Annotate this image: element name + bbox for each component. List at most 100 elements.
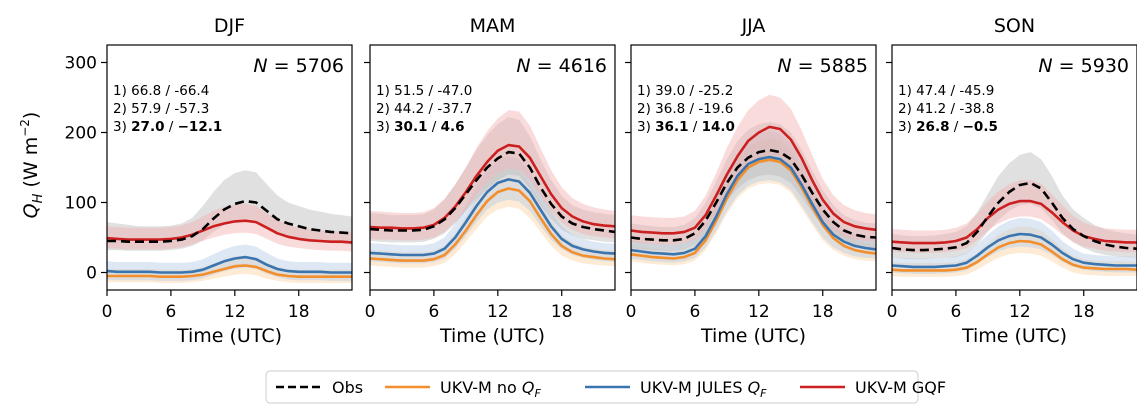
plot-area: [892, 152, 1137, 277]
panel-frame: [106, 44, 353, 291]
legend-label-noqf: UKV-M no QF: [440, 378, 541, 400]
panel-title: JJA: [741, 15, 766, 37]
stat-line-1: 1) 39.0 / -25.2: [637, 83, 733, 99]
plot-area: [631, 94, 876, 266]
band-obs: [370, 117, 615, 243]
legend-item-jules: UKV-M JULES QF: [585, 378, 767, 400]
y-tick-label: 200: [65, 124, 97, 144]
y-tick-label: 300: [65, 54, 97, 74]
y-tick-label: 100: [65, 194, 97, 214]
x-tick-label: 18: [1073, 302, 1095, 322]
line-gqf: [631, 125, 876, 235]
plot-area: [370, 110, 615, 268]
panel-title: MAM: [470, 15, 516, 37]
band-noqf: [370, 168, 615, 268]
legend-label-jules: UKV-M JULES QF: [640, 378, 767, 400]
stat-line-2: 2) 36.8 / -19.6: [637, 101, 733, 117]
line-noqf: [370, 187, 615, 262]
y-label-q: Q: [20, 203, 42, 218]
x-axis-label: Time (UTC): [700, 325, 806, 347]
stat-line-3: 3) 30.1 / 4.6: [376, 119, 465, 135]
stat-line-1: 1) 51.5 / -47.0: [376, 83, 472, 99]
stat-line-2: 2) 44.2 / -37.7: [376, 101, 472, 117]
plot-area: [107, 170, 352, 283]
x-axis-label: Time (UTC): [176, 325, 282, 347]
legend-jules-text: UKV-M JULES: [640, 378, 748, 397]
panel-djf: DJF N = 5706 1) 66.8 / -66.4 2) 57.9 / -57.…: [65, 15, 353, 347]
y-label-q-sub: H: [31, 193, 46, 203]
x-tick-label: 6: [428, 302, 439, 322]
panel-title: DJF: [214, 15, 245, 37]
line-noqf: [631, 158, 876, 260]
legend-noqf-q: Q: [522, 378, 535, 397]
stat-line-3: 3) 27.0 / −12.1: [113, 119, 222, 135]
x-tick-label: 18: [551, 302, 573, 322]
x-tick-label: 12: [748, 302, 770, 322]
n-label: N = 5706: [253, 55, 344, 77]
x-tick-label: 0: [102, 302, 113, 322]
line-noqf: [107, 264, 352, 278]
stat-line-2: 2) 41.2 / -38.8: [898, 101, 994, 117]
legend: Obs UKV-M no QF UKV-M JULES QF UKV-M GQF: [265, 370, 946, 404]
legend-item-gqf: UKV-M GQF: [800, 378, 946, 397]
line-jules: [631, 155, 876, 256]
legend-jules-q-sub: F: [760, 387, 767, 400]
panel-jja: JJA N = 5885 1) 39.0 / -25.2 2) 36.8 / -19.…: [625, 15, 877, 347]
x-tick-label: 18: [288, 302, 310, 322]
band-gqf: [892, 180, 1137, 253]
x-axis-label: Time (UTC): [961, 325, 1067, 347]
line-gqf: [370, 143, 615, 230]
band-gqf: [631, 94, 876, 245]
legend-item-obs: Obs: [276, 378, 363, 397]
panel-frame: [630, 44, 877, 291]
line-jules: [892, 232, 1137, 269]
y-label-units: (W m: [20, 137, 42, 188]
line-obs: [107, 199, 352, 243]
x-tick-label: 6: [950, 302, 961, 322]
legend-noqf-text: UKV-M no: [440, 378, 522, 397]
y-label-close: ): [20, 112, 42, 119]
x-axis-label: Time (UTC): [439, 325, 545, 347]
panel-frame: [369, 44, 616, 291]
stat-line-3: 3) 36.1 / 14.0: [637, 119, 735, 135]
line-obs: [892, 181, 1137, 252]
y-axis-label: QH (W m−2): [18, 112, 46, 219]
line-obs: [631, 148, 876, 242]
line-obs: [370, 150, 615, 234]
stat-line-3: 3) 26.8 / −0.5: [898, 119, 998, 135]
x-tick-label: 0: [365, 302, 376, 322]
legend-noqf-q-sub: F: [534, 387, 541, 400]
line-jules: [107, 255, 352, 274]
legend-label-obs: Obs: [332, 378, 363, 397]
line-jules: [370, 178, 615, 257]
x-tick-label: 0: [887, 302, 898, 322]
y-label-exponent: −2: [18, 119, 32, 137]
stat-line-1: 1) 66.8 / -66.4: [113, 83, 209, 99]
x-tick-label: 6: [689, 302, 700, 322]
legend-label-gqf: UKV-M GQF: [855, 378, 946, 397]
stat-line-1: 1) 47.4 / -45.9: [898, 83, 994, 99]
x-tick-label: 18: [812, 302, 834, 322]
line-gqf: [892, 199, 1137, 245]
y-tick-label: 0: [86, 264, 97, 284]
legend-item-noqf: UKV-M no QF: [385, 378, 541, 400]
panel-frame: [891, 44, 1137, 291]
x-tick-label: 0: [626, 302, 637, 322]
panel-title: SON: [994, 15, 1035, 37]
line-gqf: [107, 219, 352, 244]
n-label: N = 5885: [777, 55, 868, 77]
band-obs: [631, 122, 876, 251]
line-noqf: [892, 239, 1137, 272]
x-tick-label: 12: [487, 302, 509, 322]
panels: DJF N = 5706 1) 66.8 / -66.4 2) 57.9 / -57.…: [65, 15, 1137, 347]
band-noqf: [892, 226, 1137, 277]
n-label: N = 4616: [516, 55, 607, 77]
band-obs: [107, 170, 352, 251]
stat-line-2: 2) 57.9 / -57.3: [113, 101, 209, 117]
x-tick-label: 12: [1009, 302, 1031, 322]
legend-jules-q: Q: [748, 378, 761, 397]
n-label: N = 5930: [1038, 55, 1129, 77]
